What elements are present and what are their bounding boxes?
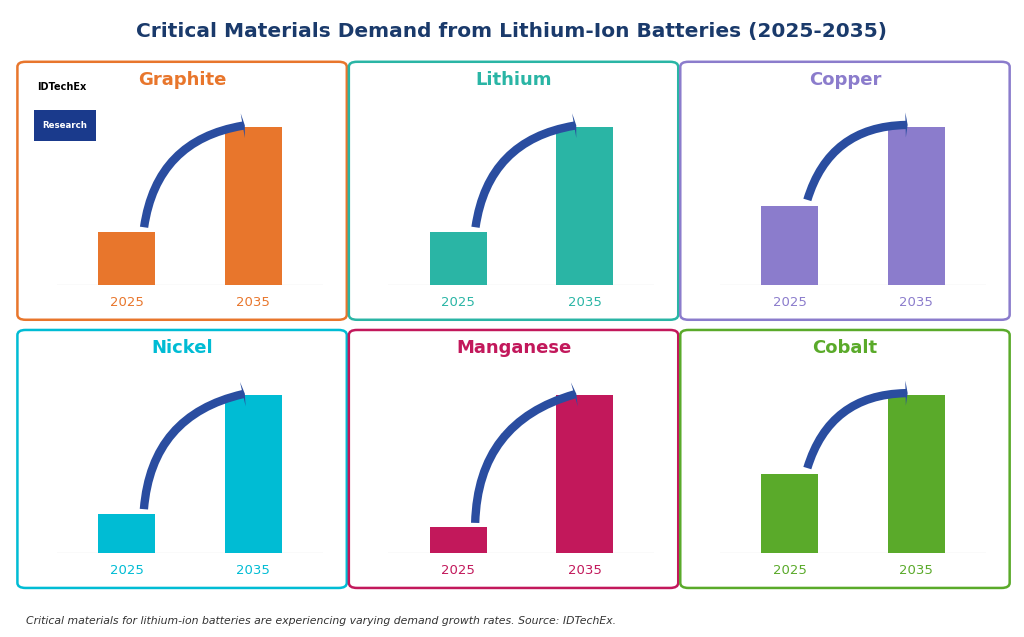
Text: 2x: 2x <box>814 125 835 140</box>
Text: 2025: 2025 <box>110 564 143 577</box>
Bar <box>429 232 486 285</box>
Bar <box>224 395 282 553</box>
Text: Cobalt: Cobalt <box>812 339 878 357</box>
Bar <box>761 474 818 553</box>
Text: 4x: 4x <box>151 414 171 429</box>
Text: 2035: 2035 <box>567 564 602 577</box>
Text: 3x: 3x <box>151 139 171 154</box>
Bar <box>429 527 486 553</box>
Text: 2035: 2035 <box>567 296 602 309</box>
Text: Nickel: Nickel <box>152 339 213 357</box>
FancyBboxPatch shape <box>34 110 96 141</box>
Text: 6x: 6x <box>482 421 503 436</box>
Text: Lithium: Lithium <box>475 71 552 89</box>
Text: Critical materials for lithium-ion batteries are experiencing varying demand gro: Critical materials for lithium-ion batte… <box>26 615 615 626</box>
Text: Manganese: Manganese <box>456 339 571 357</box>
Bar <box>761 206 818 285</box>
Bar <box>556 395 613 553</box>
Text: 2x: 2x <box>814 394 835 408</box>
Text: Graphite: Graphite <box>138 71 226 89</box>
Text: 2025: 2025 <box>441 564 475 577</box>
Text: Critical Materials Demand from Lithium-Ion Batteries (2025-2035): Critical Materials Demand from Lithium-I… <box>136 22 888 41</box>
Text: 2035: 2035 <box>899 296 933 309</box>
Text: 2025: 2025 <box>110 296 143 309</box>
Text: 2035: 2035 <box>899 564 933 577</box>
Bar <box>224 127 282 285</box>
Text: 2025: 2025 <box>772 564 806 577</box>
Text: 2035: 2035 <box>237 296 270 309</box>
Text: Research: Research <box>43 121 87 130</box>
Text: 2025: 2025 <box>772 296 806 309</box>
Bar <box>98 232 155 285</box>
Bar <box>888 127 945 285</box>
Text: 3x: 3x <box>482 139 503 154</box>
Bar <box>98 513 155 553</box>
Text: IDTechEx: IDTechEx <box>37 82 86 92</box>
Text: Copper: Copper <box>809 71 882 89</box>
Text: 2025: 2025 <box>441 296 475 309</box>
Bar <box>556 127 613 285</box>
Text: 2035: 2035 <box>237 564 270 577</box>
Bar <box>888 395 945 553</box>
